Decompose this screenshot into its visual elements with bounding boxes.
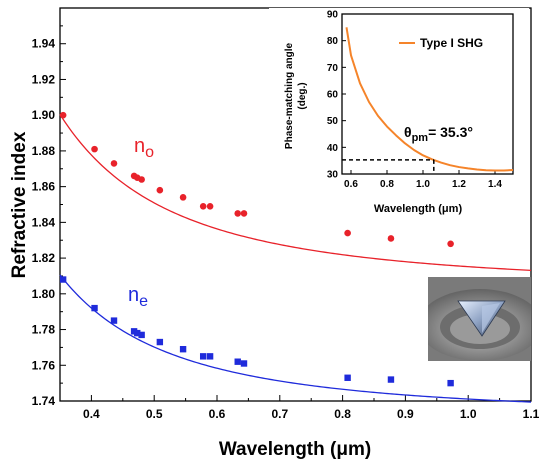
data-point-o	[234, 210, 242, 217]
main-fit-curves	[59, 114, 532, 403]
main-x-tick-label: 0.9	[397, 407, 414, 421]
data-point-e	[91, 304, 98, 312]
main-x-tick-label: 1.0	[460, 407, 477, 421]
photo-crystal-facet	[482, 303, 500, 333]
inset-x-tick-label: 1.0	[416, 179, 430, 190]
main-x-tick-label: 0.5	[146, 407, 163, 421]
data-point-o	[156, 186, 164, 194]
main-y-tick-label: 1.80	[32, 287, 56, 301]
data-point-o	[206, 202, 214, 210]
main-x-tick-label: 0.7	[271, 407, 288, 421]
series-label-no: no	[134, 135, 154, 161]
type-i-shg-curve	[345, 27, 514, 172]
data-point-o	[59, 111, 67, 119]
inset-y-tick-label: 60	[327, 90, 339, 101]
main-y-tick-label: 1.86	[32, 180, 56, 194]
main-y-tick-label: 1.90	[32, 108, 56, 122]
inset-y-tick-label: 80	[327, 36, 339, 47]
crystal-photo	[428, 277, 531, 361]
data-point-o	[110, 160, 118, 167]
main-y-tick-label: 1.92	[32, 72, 56, 86]
data-point-e	[447, 379, 454, 387]
main-y-tick-label: 1.88	[32, 144, 56, 158]
main-y-tick-label: 1.84	[32, 215, 56, 229]
inset-x-tick-label: 1.4	[488, 179, 502, 190]
inset-x-tick-label: 0.8	[380, 179, 394, 190]
inset-background	[269, 8, 529, 200]
main-data-points	[59, 111, 454, 387]
inset-y-tick-label: 40	[327, 143, 339, 154]
data-point-e	[344, 374, 351, 381]
main-y-tick-label: 1.74	[32, 394, 56, 408]
fit-curve-o	[59, 114, 532, 271]
data-point-o	[344, 229, 351, 237]
main-x-tick-label: 0.8	[334, 407, 351, 421]
data-point-e	[179, 345, 187, 353]
main-y-axis-title: Refractive index	[9, 131, 30, 278]
main-y-tick-label: 1.82	[32, 251, 56, 265]
inset-y-tick-label: 90	[327, 10, 339, 21]
data-point-e	[206, 353, 214, 360]
main-ticks: 0.4 0.5 0.6 0.7 0.8 0.9 1.0 1.1 1.74 1.76 1.78 1.80…	[32, 25, 540, 421]
phase-matching-annotation: θpm= 35.3°	[404, 124, 473, 144]
data-point-e	[134, 329, 141, 337]
inset-x-tick-label: 1.2	[452, 179, 466, 190]
main-plot: 0.4 0.5 0.6 0.7 0.8 0.9 1.0 1.1 1.74 1.76 1.78 1.80…	[9, 7, 540, 460]
main-y-tick-label: 1.78	[32, 323, 56, 337]
data-point-o	[91, 145, 98, 153]
main-y-tick-label: 1.94	[32, 37, 56, 51]
inset-y-axis-title-line1: Phase-matching angle	[284, 42, 295, 149]
inset-y-tick-label: 30	[327, 170, 339, 181]
data-point-e	[59, 276, 67, 283]
data-point-e	[138, 331, 145, 339]
data-point-e	[110, 317, 118, 324]
data-point-o	[447, 240, 454, 248]
main-x-tick-label: 0.4	[83, 407, 100, 421]
inset-y-axis-title-line2: (deg.)	[297, 82, 308, 109]
main-x-tick-label: 1.1	[523, 407, 540, 421]
inset-ticks: 0.6 0.8 1.0 1.2 1.4 30 40 50 60 70 80 90	[327, 10, 503, 191]
main-x-tick-label: 0.6	[209, 407, 226, 421]
inset-y-tick-label: 50	[327, 116, 339, 127]
data-point-e	[156, 338, 164, 346]
inset-y-tick-label: 70	[327, 63, 339, 74]
fit-curve-e	[59, 274, 532, 403]
data-point-o	[240, 210, 248, 217]
inset-x-axis-title: Wavelength (μm)	[374, 203, 463, 215]
inset-plot: 0.6 0.8 1.0 1.2 1.4 30 40 50 60 70 80 90 Type I SHG…	[269, 8, 529, 215]
data-point-o	[199, 202, 207, 210]
data-point-o	[179, 194, 187, 201]
data-point-e	[199, 353, 207, 360]
inset-curve	[345, 27, 514, 172]
inset-legend-label: Type I SHG	[420, 36, 483, 50]
data-point-o	[387, 235, 395, 242]
series-label-ne: ne	[128, 284, 148, 310]
main-x-axis-title: Wavelength (μm)	[219, 439, 371, 460]
inset-x-tick-label: 0.6	[344, 179, 358, 190]
main-y-tick-label: 1.76	[32, 358, 56, 372]
inset-annotation-lines	[342, 159, 435, 174]
data-point-e	[387, 376, 395, 383]
data-point-o	[138, 176, 145, 183]
data-point-e	[234, 358, 241, 365]
data-point-e	[240, 360, 248, 367]
